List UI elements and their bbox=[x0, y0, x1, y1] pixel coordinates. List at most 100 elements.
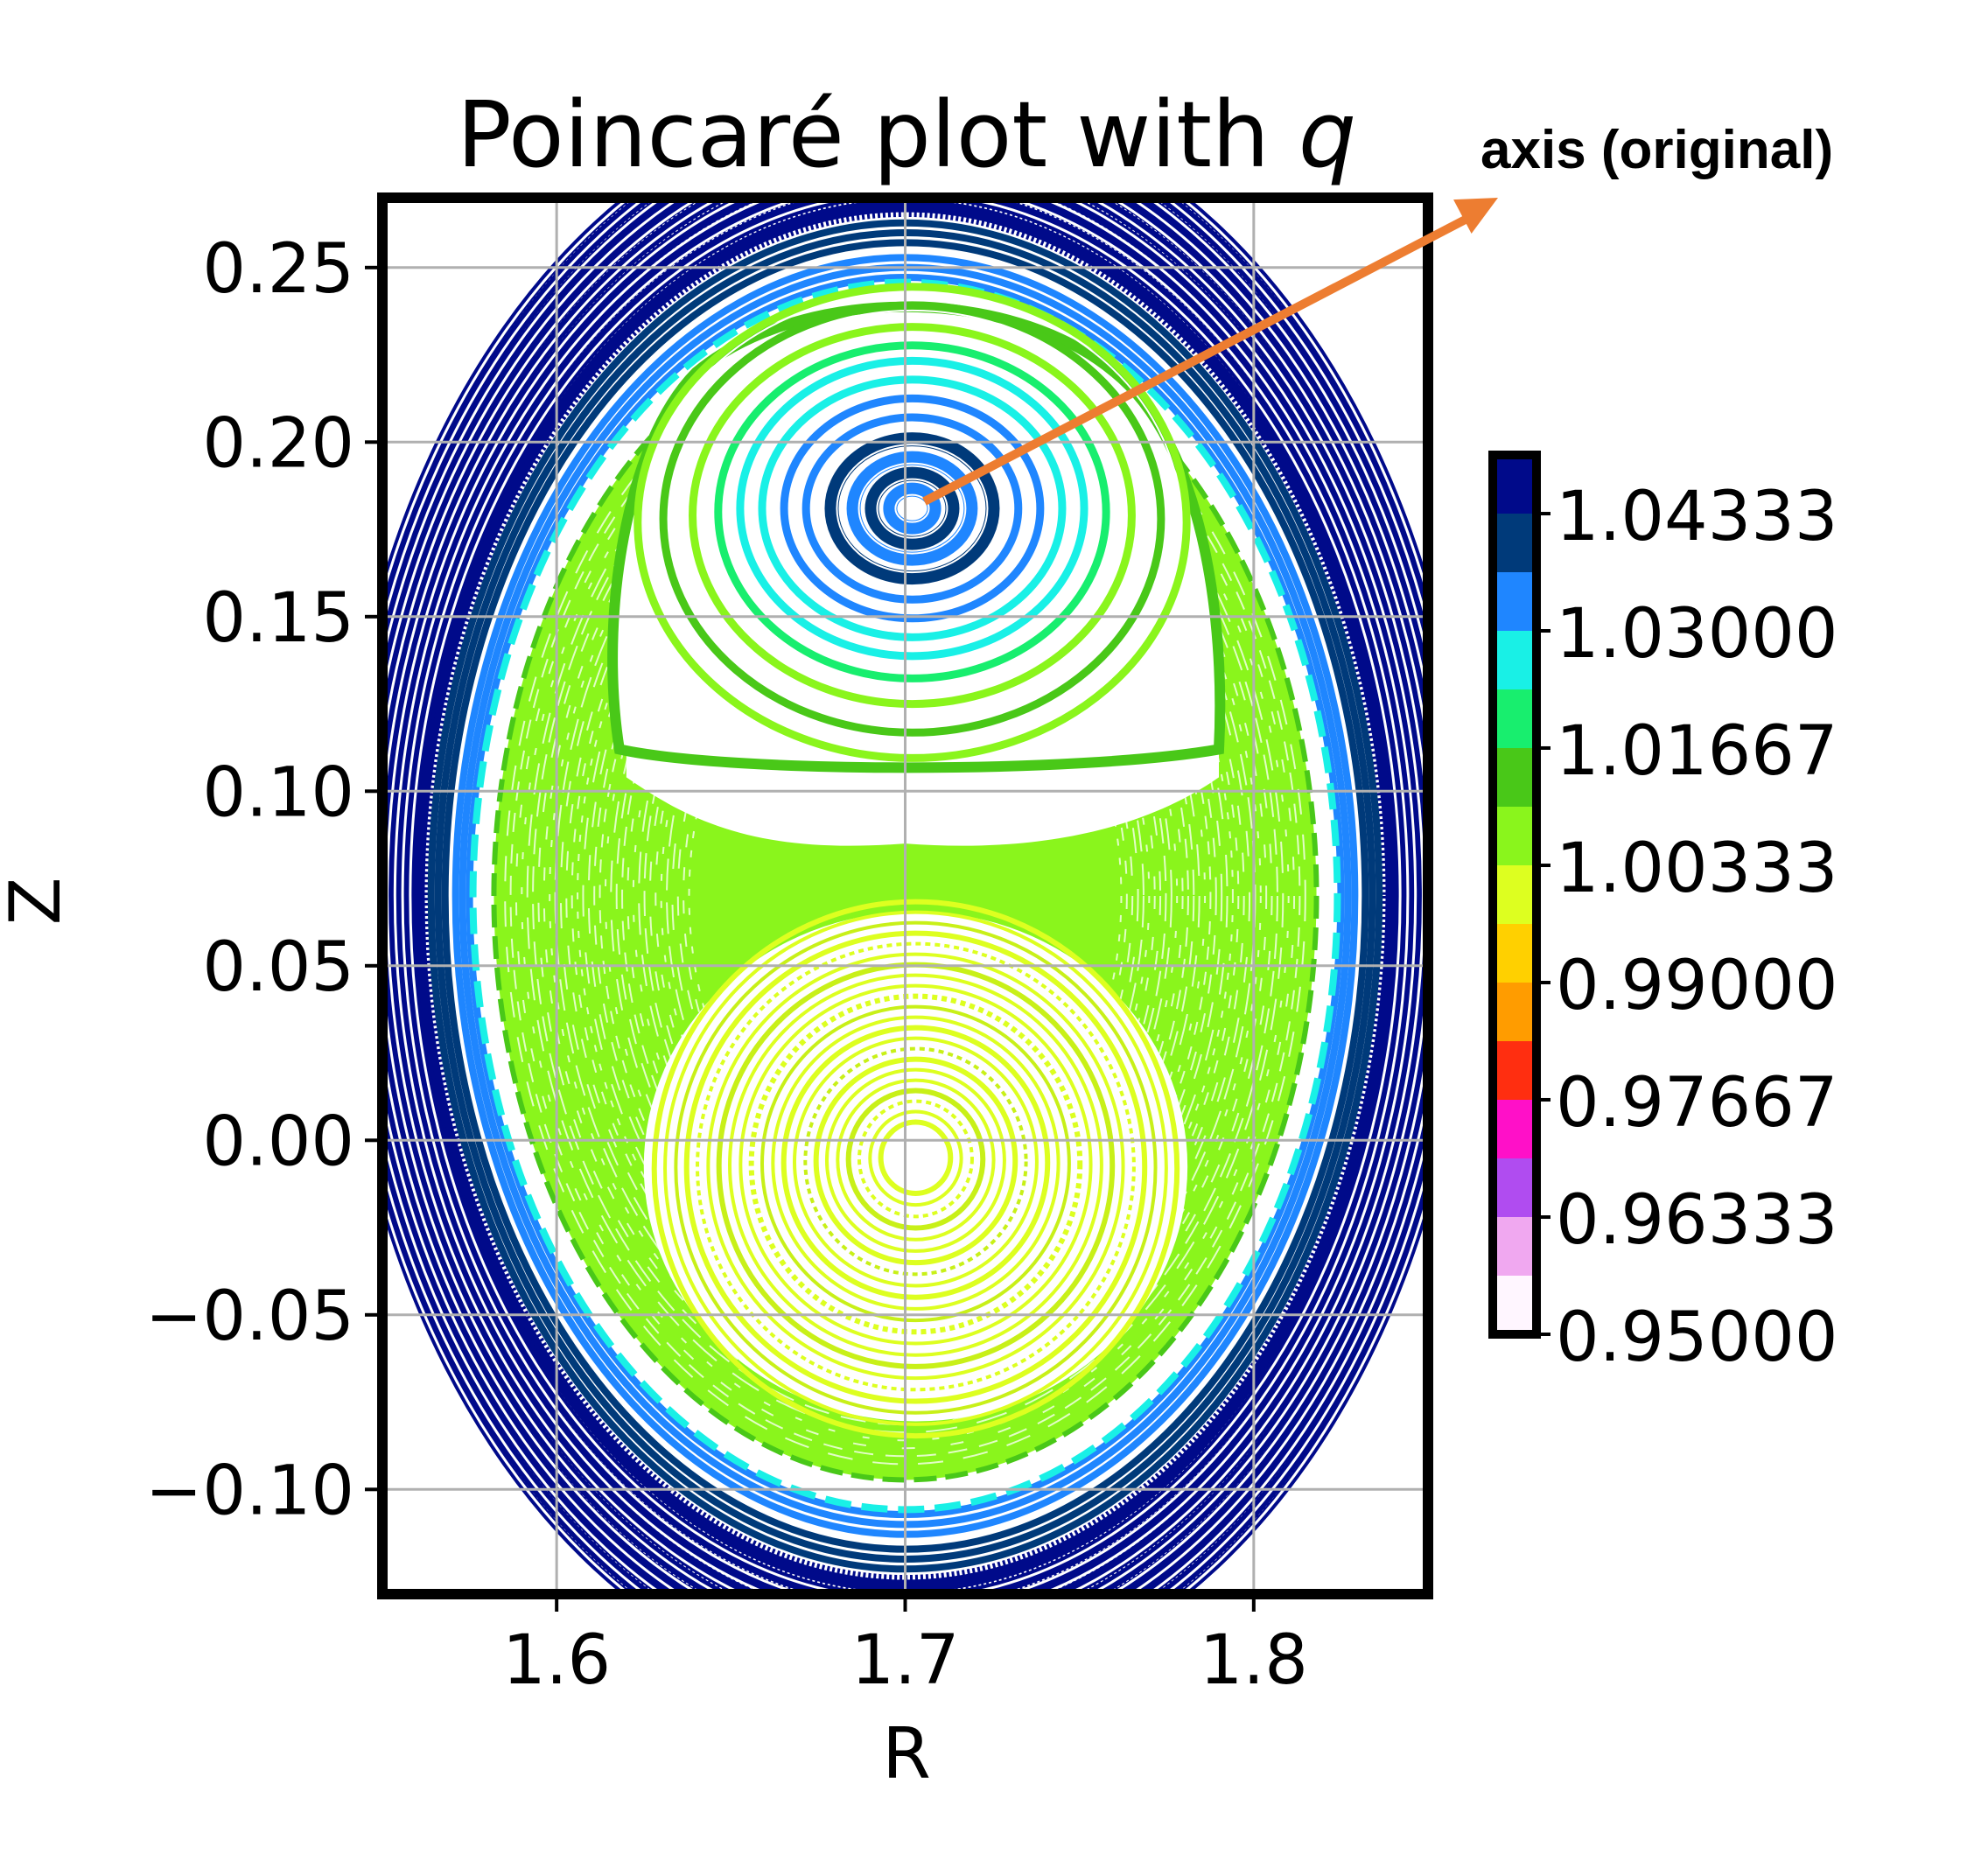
upper-island-surface bbox=[736, 356, 1088, 661]
upper-island-gap bbox=[744, 365, 1081, 652]
colorbar-bin bbox=[1493, 865, 1536, 925]
lower-island-surface bbox=[651, 899, 1180, 1439]
lower-island-surface bbox=[780, 1025, 1051, 1300]
axis-annotation-label: axis (original) bbox=[1480, 120, 1833, 180]
annotation-arrow-shaft bbox=[922, 209, 1480, 506]
lower-island-surface bbox=[738, 983, 1093, 1346]
lower-island-surface bbox=[878, 1119, 954, 1196]
lower-island-surface bbox=[760, 1004, 1071, 1323]
upper-island-surface bbox=[689, 323, 1136, 709]
lower-island-surface bbox=[836, 1078, 996, 1242]
colorbar-bin bbox=[1493, 1158, 1536, 1218]
upper-island-gap bbox=[766, 383, 1058, 633]
colorbar-tick-label: 0.99000 bbox=[1556, 947, 1838, 1025]
lower-island-surface bbox=[674, 920, 1158, 1415]
upper-island-surface bbox=[714, 341, 1110, 682]
upper-island-surface bbox=[634, 283, 1191, 762]
lower-island-center bbox=[894, 1137, 937, 1179]
lower-island-surface bbox=[868, 1109, 963, 1207]
stochastic-streak bbox=[638, 516, 1172, 1276]
lower-island-surface bbox=[696, 941, 1136, 1392]
x-tick-label: 1.7 bbox=[850, 1621, 959, 1700]
stochastic-streak bbox=[632, 508, 1179, 1284]
upper-island-surface bbox=[780, 394, 1045, 623]
upper-island-surface bbox=[883, 482, 942, 535]
upper-island-gap bbox=[836, 444, 989, 574]
colorbar-bin bbox=[1493, 1217, 1536, 1277]
upper-island-gap bbox=[894, 493, 930, 523]
colorbar-tick-label: 1.00333 bbox=[1556, 829, 1838, 908]
colorbar-tick-label: 1.03000 bbox=[1556, 595, 1838, 674]
y-axis-label: Z bbox=[0, 878, 76, 926]
upper-island-gap bbox=[722, 349, 1102, 675]
y-tick-label: 0.20 bbox=[202, 404, 354, 483]
edge-surface-gap bbox=[409, 198, 1402, 1594]
colorbar-bin bbox=[1493, 1041, 1536, 1101]
upper-island-gap bbox=[696, 331, 1128, 700]
colorbar: 1.04333 1.03000 1.01667 1.00333 0.99000 0.976… bbox=[1488, 451, 1838, 1377]
upper-island-gap bbox=[668, 309, 1157, 729]
y-tick-label: 0.05 bbox=[202, 928, 354, 1007]
original-axis-point bbox=[906, 503, 918, 514]
colorbar-bin bbox=[1493, 689, 1536, 749]
upper-island-surface bbox=[824, 432, 1000, 585]
y-tick-label: 0.15 bbox=[202, 579, 354, 658]
lower-island-surface bbox=[824, 1067, 1006, 1253]
colorbar-tick-label: 0.96333 bbox=[1556, 1181, 1838, 1260]
upper-island-gap bbox=[876, 478, 948, 539]
colorbar-bin bbox=[1493, 983, 1536, 1042]
y-tick-label: 0.10 bbox=[202, 753, 354, 832]
stochastic-streak bbox=[532, 366, 1278, 1426]
stochastic-streak bbox=[648, 532, 1162, 1260]
lower-island-surface bbox=[813, 1056, 1018, 1266]
colorbar-tick-label: 0.97667 bbox=[1556, 1064, 1838, 1143]
colorbar-bin bbox=[1493, 748, 1536, 808]
colorbar-bin bbox=[1493, 514, 1536, 573]
y-tick-label: −0.10 bbox=[145, 1452, 354, 1530]
lower-island-surface bbox=[683, 930, 1148, 1404]
stochastic-streak bbox=[542, 382, 1268, 1410]
plot-frame bbox=[377, 192, 1433, 1599]
stochastic-streak bbox=[509, 334, 1301, 1458]
x-tick-label: 1.8 bbox=[1200, 1621, 1308, 1700]
axis-annotation-arrow bbox=[922, 198, 1498, 506]
colorbar-tick-label: 0.95000 bbox=[1556, 1298, 1838, 1377]
x-axis-label: R bbox=[882, 1713, 931, 1795]
colorbar-bin bbox=[1493, 572, 1536, 632]
upper-island-surface bbox=[864, 466, 960, 550]
chart-title-prefix: Poincaré plot with bbox=[457, 81, 1298, 188]
stochastic-streak bbox=[688, 588, 1123, 1204]
lower-island-surface bbox=[748, 993, 1083, 1335]
colorbar-tick-label: 1.04333 bbox=[1556, 478, 1838, 556]
colorbar-frame bbox=[1488, 451, 1541, 1339]
colorbar-bin bbox=[1493, 807, 1536, 866]
edge-surface-gap bbox=[401, 198, 1410, 1594]
upper-island-gap bbox=[641, 290, 1183, 754]
y-axis-ticks: 0.25 0.20 0.15 0.10 0.05 0.00 −0.05 −0.10 bbox=[145, 230, 377, 1530]
stochastic-streak bbox=[626, 500, 1184, 1291]
lower-island-surface bbox=[728, 973, 1103, 1357]
colorbar-bin bbox=[1493, 631, 1536, 690]
y-tick-label: 0.00 bbox=[202, 1102, 354, 1181]
y-tick-label: 0.25 bbox=[202, 230, 354, 309]
chart-title: Poincaré plot with q bbox=[457, 81, 1356, 188]
lower-island-surface bbox=[803, 1046, 1028, 1277]
stochastic-streak bbox=[654, 541, 1156, 1251]
x-tick-label: 1.6 bbox=[502, 1621, 611, 1700]
edge-surface-gap bbox=[394, 198, 1417, 1594]
colorbar-bin bbox=[1493, 1276, 1536, 1335]
lower-island-surface bbox=[771, 1015, 1060, 1311]
lower-island-surface bbox=[845, 1088, 986, 1231]
upper-island-surface bbox=[846, 451, 978, 566]
separatrix-gap bbox=[626, 749, 1219, 846]
lower-island-surface bbox=[857, 1099, 974, 1219]
upper-island-surface bbox=[659, 301, 1166, 737]
upper-island-gap bbox=[810, 421, 1014, 596]
colorbar-tick-label: 1.01667 bbox=[1556, 712, 1838, 791]
grid-lines bbox=[382, 198, 1428, 1594]
colorbar-bin bbox=[1493, 455, 1536, 514]
chart-title-symbol: q bbox=[1298, 81, 1356, 188]
y-tick-label: −0.05 bbox=[145, 1277, 354, 1356]
plot-area bbox=[377, 192, 1433, 1599]
